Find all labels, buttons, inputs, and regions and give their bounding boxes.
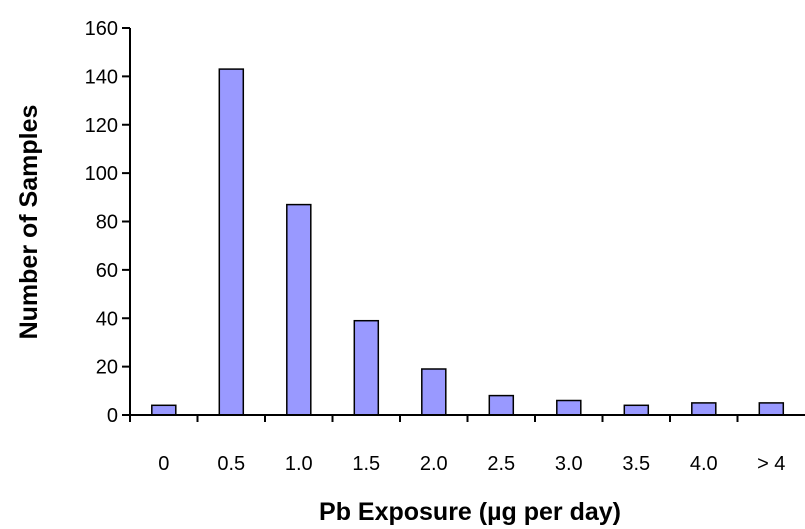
y-tick-label-4: 80	[96, 212, 118, 234]
axes-group	[122, 27, 805, 422]
bar-7	[623, 404, 650, 416]
x-tick-labels: 0 0.5 1.0 1.5 2.0 2.5 3.0 3.5 4.0 > 4	[158, 453, 785, 475]
bar-2	[286, 203, 312, 416]
x-tick-label-5: 2.5	[487, 453, 515, 475]
x-tick-label-3: 1.5	[352, 453, 380, 475]
bar-5	[488, 394, 515, 416]
x-tick-label-4: 2.0	[420, 453, 448, 475]
x-tick-label-8: 4.0	[690, 453, 718, 475]
bar-9	[758, 402, 785, 416]
x-tick-label-7: 3.5	[622, 453, 650, 475]
y-tick-label-8: 160	[85, 18, 118, 40]
bar-6	[556, 399, 582, 416]
bar-1	[218, 68, 245, 416]
bar-8	[691, 402, 717, 416]
y-tick-label-1: 20	[96, 357, 118, 379]
y-tick-label-0: 0	[107, 405, 118, 427]
bar-0	[151, 404, 177, 416]
x-tick-label-0: 0	[158, 453, 169, 475]
x-tick-label-9: > 4	[757, 453, 785, 475]
x-tick-label-1: 0.5	[217, 453, 245, 475]
y-tick-label-7: 140	[85, 66, 118, 88]
bar-3	[353, 319, 380, 416]
bar-4	[421, 368, 447, 416]
y-tick-label-6: 120	[85, 115, 118, 137]
x-axis-title: Pb Exposure (µg per day)	[319, 498, 621, 526]
y-tick-labels: 0 20 40 60 80 100 120 140 160	[85, 18, 118, 427]
bars-group	[151, 68, 785, 416]
y-axis-title: Number of Samples	[15, 105, 43, 340]
y-tick-label-2: 40	[96, 308, 118, 330]
y-tick-label-3: 60	[96, 260, 118, 282]
y-tick-label-5: 100	[85, 163, 118, 185]
x-tick-label-2: 1.0	[285, 453, 313, 475]
x-tick-label-6: 3.0	[555, 453, 583, 475]
